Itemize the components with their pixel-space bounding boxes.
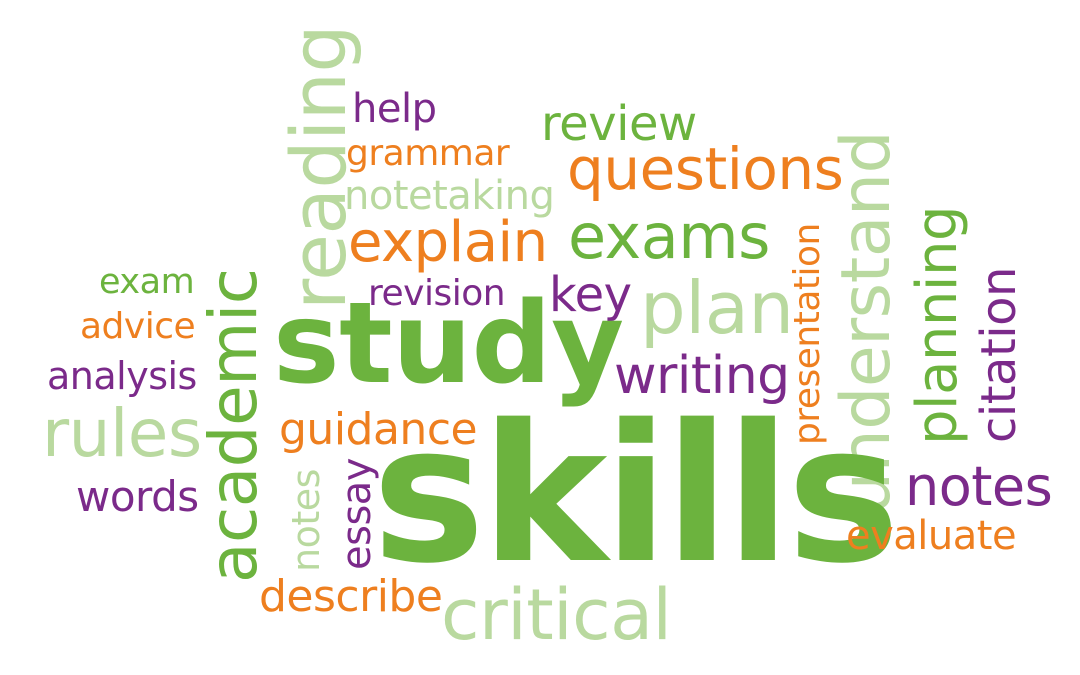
word-words: words (76, 472, 199, 521)
word-analysis: analysis (47, 354, 197, 398)
word-exams: exams (568, 200, 770, 273)
word-describe: describe (259, 571, 443, 622)
word-notes: notes (905, 455, 1053, 518)
word-revision: revision (368, 273, 506, 314)
word-writing: writing (614, 346, 790, 406)
word-exam: exam (99, 262, 195, 302)
word-critical: critical (441, 574, 672, 656)
word-guidance: guidance (279, 404, 478, 455)
word-explain: explain (348, 210, 548, 275)
word-grammar: grammar (346, 133, 510, 174)
word-essay: essay (334, 458, 380, 570)
word-planning: planning (905, 205, 970, 445)
word-advice: advice (80, 306, 196, 347)
word-academic: academic (195, 268, 272, 583)
word-questions: questions (567, 135, 844, 203)
word-evaluate: evaluate (846, 513, 1017, 559)
word-notetaking: notetaking (344, 173, 555, 219)
word-notes-vertical: notes (284, 469, 328, 572)
word-help: help (352, 86, 437, 132)
word-review: review (541, 96, 697, 152)
word-key: key (549, 267, 632, 323)
word-study: study (273, 279, 624, 409)
word-rules: rules (42, 395, 202, 472)
word-skills: skills (372, 384, 900, 605)
word-plan: plan (640, 266, 794, 350)
word-citation: citation (971, 267, 1027, 443)
